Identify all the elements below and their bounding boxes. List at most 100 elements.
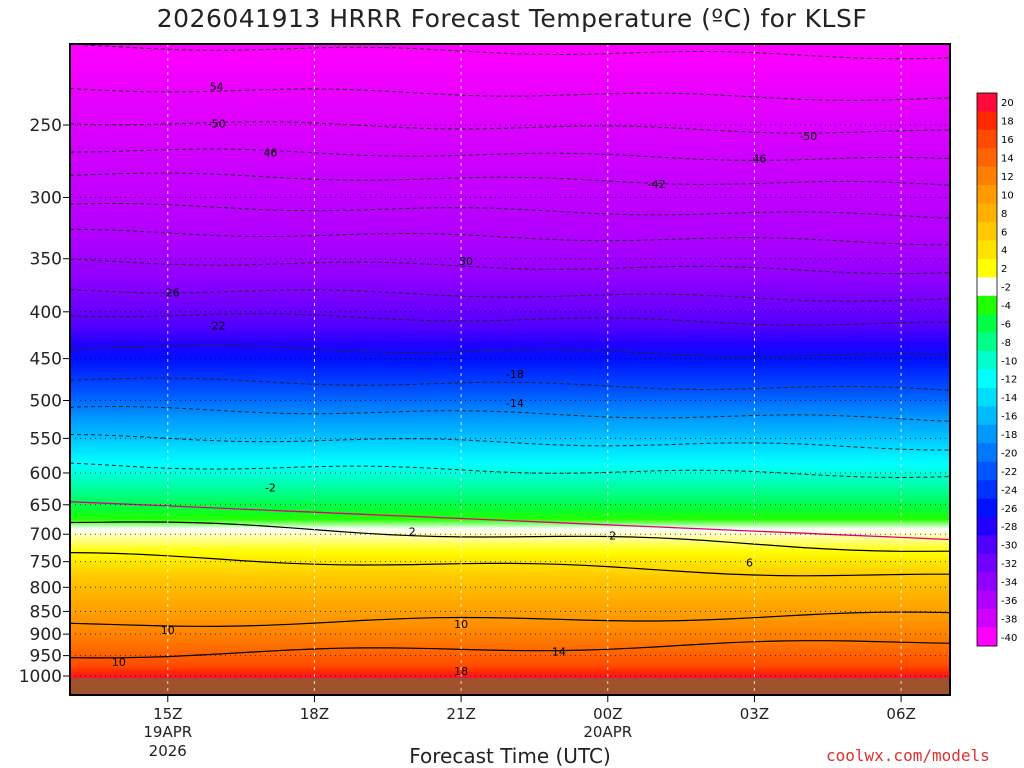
- freezing-line: [70, 501, 950, 541]
- colorbar: 20 18 16 14 12 10 8 6 4 2 -2 -4 -6 -8 -10 -12 -14 -16 -18 -…: [976, 92, 1017, 647]
- colorbar-label: 12: [1001, 172, 1014, 183]
- colorbar-label: 16: [1001, 135, 1014, 146]
- colorbar-cell: [977, 332, 997, 352]
- colorbar-label: -8: [1001, 338, 1011, 349]
- contour-label: -50: [799, 130, 817, 143]
- colorbar-label: -36: [1001, 596, 1017, 607]
- colorbar-cell: [977, 535, 997, 555]
- y-tick-label: 500: [30, 392, 62, 412]
- warm-contour: [70, 552, 950, 577]
- contour-label: 2: [609, 529, 616, 542]
- contour-label: 10: [161, 624, 175, 637]
- colorbar-label: -6: [1001, 319, 1011, 330]
- y-tick-label: 300: [30, 188, 62, 208]
- contour-label: -14: [506, 397, 524, 410]
- colorbar-label: -38: [1001, 614, 1017, 625]
- x-tick-label: 06Z: [886, 705, 915, 723]
- colorbar-cell: [977, 185, 997, 204]
- contour-label: 18: [454, 665, 468, 678]
- colorbar-cell: [977, 314, 997, 333]
- y-tick-label: 600: [30, 464, 62, 484]
- colorbar-label: 14: [1001, 154, 1014, 165]
- contour-label: 10: [454, 618, 468, 631]
- plot-frame: [69, 43, 951, 696]
- colorbar-cell: [977, 572, 997, 591]
- contour-lines: [70, 44, 950, 659]
- colorbar-label: -24: [1001, 485, 1017, 496]
- colorbar-cell: [977, 222, 997, 241]
- grid-lines: [70, 44, 950, 695]
- y-tick-label: 800: [30, 578, 62, 598]
- colorbar-cell: [977, 148, 997, 168]
- x-tick-sublabel: 2026: [149, 742, 187, 760]
- colorbar-label: 8: [1001, 209, 1007, 220]
- colorbar-label: 4: [1001, 246, 1007, 257]
- x-tick-label: 03Z: [740, 705, 769, 723]
- contour-label: -2: [265, 481, 276, 494]
- y-tick-label: 700: [30, 525, 62, 545]
- colorbar-cell: [977, 424, 997, 444]
- colorbar-cell: [977, 461, 997, 481]
- colorbar-cell: [977, 111, 997, 131]
- colorbar-label: -20: [1001, 448, 1017, 459]
- colorbar-cell: [977, 203, 997, 223]
- colorbar-cell: [977, 369, 997, 389]
- colorbar-cell: [977, 351, 997, 370]
- contour-label: -22: [208, 319, 226, 332]
- x-tick-label: 21Z: [446, 705, 475, 723]
- contour-label: 26: [166, 286, 180, 299]
- contour-label: 46: [263, 147, 277, 160]
- contour-label: 6: [746, 557, 753, 570]
- y-tick-label: 550: [30, 429, 62, 449]
- colorbar-label: -40: [1001, 633, 1017, 644]
- colorbar-label: -12: [1001, 375, 1017, 386]
- colorbar-label: 2: [1001, 264, 1007, 275]
- contour-label: -42: [648, 178, 666, 191]
- colorbar-label: -16: [1001, 412, 1017, 423]
- colorbar-cell: [977, 443, 997, 462]
- x-tick-sublabel: 20APR: [583, 723, 632, 741]
- colorbar-label: -4: [1001, 301, 1011, 312]
- warm-contour: [70, 611, 950, 628]
- colorbar-cell: [977, 93, 997, 112]
- x-tick-label: 15Z: [153, 705, 182, 723]
- colorbar-cell: [977, 240, 997, 260]
- colorbar-cell: [977, 590, 997, 610]
- colorbar-cell: [977, 166, 997, 186]
- colorbar-cell: [977, 498, 997, 518]
- warm-contour: [70, 521, 950, 552]
- colorbar-label: -32: [1001, 559, 1017, 570]
- y-tick-label: 900: [30, 625, 62, 645]
- colorbar-cell: [977, 258, 997, 278]
- x-tick-label: 18Z: [300, 705, 329, 723]
- colorbar-label: -34: [1001, 577, 1017, 588]
- colorbar-cell: [977, 387, 997, 407]
- y-tick-label: 350: [30, 250, 62, 270]
- colorbar-label: 6: [1001, 227, 1007, 238]
- colorbar-cell: [977, 406, 997, 426]
- colorbar-label: -10: [1001, 356, 1017, 367]
- temperature-field: [70, 44, 950, 695]
- colorbar-cell: [977, 277, 997, 297]
- terrain-block: [70, 678, 950, 695]
- colorbar-label: 10: [1001, 190, 1014, 201]
- colorbar-label: -22: [1001, 467, 1017, 478]
- y-tick-label: 1000: [19, 667, 62, 687]
- y-axis: 250 300 350 400 450 500 550 600 650 700 750 800 850 9…: [19, 116, 70, 687]
- colorbar-label: -18: [1001, 430, 1017, 441]
- colorbar-label: -28: [1001, 522, 1017, 533]
- colorbar-cell: [977, 129, 997, 149]
- colorbar-label: -26: [1001, 504, 1017, 515]
- chart-title: 2026041913 HRRR Forecast Temperature (ºC…: [156, 4, 868, 33]
- contour-label: 46: [752, 153, 766, 166]
- contour-label: 14: [552, 645, 566, 658]
- colorbar-label: -30: [1001, 541, 1017, 552]
- y-tick-label: 400: [30, 303, 62, 323]
- contour-label: 54: [210, 81, 224, 94]
- colorbar-label: 18: [1001, 117, 1014, 128]
- y-tick-label: 650: [30, 496, 62, 516]
- colorbar-cell: [977, 609, 997, 628]
